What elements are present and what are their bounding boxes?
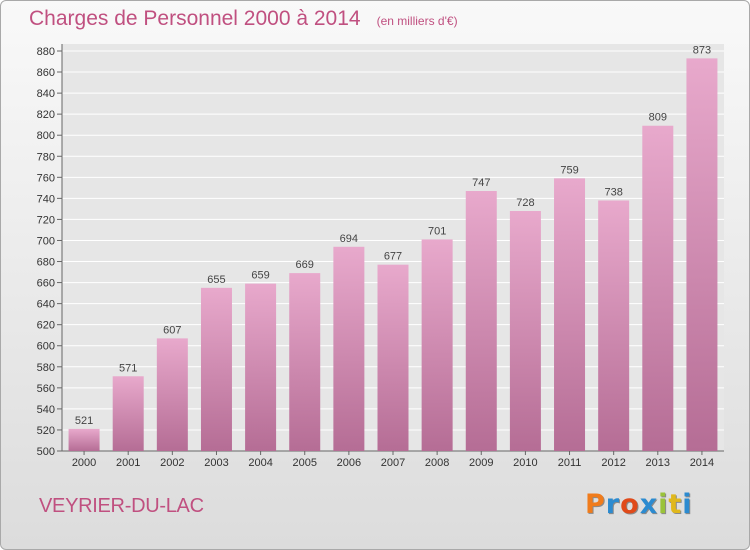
x-tick-label: 2008 bbox=[425, 457, 449, 469]
y-tick-label: 840 bbox=[37, 88, 55, 100]
bar bbox=[333, 246, 365, 451]
x-tick-label: 2004 bbox=[248, 457, 272, 469]
y-tick-label: 660 bbox=[37, 278, 55, 290]
bar bbox=[377, 264, 409, 451]
bar-value-label: 701 bbox=[428, 225, 446, 237]
y-tick-label: 860 bbox=[37, 67, 55, 79]
bar-value-label: 809 bbox=[649, 112, 667, 124]
bar bbox=[289, 273, 321, 451]
y-tick-label: 760 bbox=[37, 172, 55, 184]
bar bbox=[598, 200, 630, 451]
bar-value-label: 669 bbox=[296, 259, 314, 271]
bar-value-label: 873 bbox=[693, 44, 711, 56]
bar-value-label: 694 bbox=[340, 233, 358, 245]
x-tick-label: 2011 bbox=[558, 457, 582, 469]
x-tick-label: 2012 bbox=[601, 457, 625, 469]
y-tick-label: 720 bbox=[37, 214, 55, 226]
chart-title: Charges de Personnel 2000 à 2014 bbox=[29, 7, 361, 30]
y-tick-label: 560 bbox=[37, 383, 55, 395]
x-tick-label: 2003 bbox=[204, 457, 228, 469]
x-tick-label: 2010 bbox=[513, 457, 537, 469]
bar bbox=[156, 338, 188, 451]
bar-value-label: 738 bbox=[604, 186, 622, 198]
y-tick-label: 640 bbox=[37, 299, 55, 311]
y-tick-label: 540 bbox=[37, 404, 55, 416]
x-tick-label: 2005 bbox=[292, 457, 316, 469]
chart-subtitle: (en milliers d'€) bbox=[376, 14, 458, 28]
y-tick-label: 780 bbox=[37, 151, 55, 163]
x-tick-label: 2009 bbox=[469, 457, 493, 469]
x-tick-label: 2001 bbox=[116, 457, 140, 469]
y-tick-label: 740 bbox=[37, 193, 55, 205]
x-tick-label: 2014 bbox=[690, 457, 714, 469]
bar bbox=[465, 191, 497, 451]
bar bbox=[642, 125, 674, 451]
bar bbox=[68, 428, 100, 451]
bar-value-label: 728 bbox=[516, 197, 534, 209]
x-tick-label: 2006 bbox=[337, 457, 361, 469]
bar-value-label: 747 bbox=[472, 177, 490, 189]
bar bbox=[421, 239, 453, 451]
y-tick-label: 700 bbox=[37, 235, 55, 247]
bar-value-label: 759 bbox=[560, 164, 578, 176]
y-tick-label: 620 bbox=[37, 320, 55, 332]
bar-value-label: 571 bbox=[119, 362, 137, 374]
y-tick-label: 600 bbox=[37, 341, 55, 353]
bar bbox=[509, 211, 541, 451]
bar-value-label: 655 bbox=[207, 274, 225, 286]
bar-value-label: 521 bbox=[75, 415, 93, 427]
title-row: Charges de Personnel 2000 à 2014 (en mil… bbox=[29, 7, 458, 31]
bar bbox=[554, 178, 586, 452]
bar-value-label: 607 bbox=[163, 324, 181, 336]
bar bbox=[686, 58, 718, 452]
y-tick-label: 520 bbox=[37, 425, 55, 437]
y-tick-label: 580 bbox=[37, 362, 55, 374]
y-tick-label: 880 bbox=[37, 46, 55, 58]
x-tick-label: 2013 bbox=[646, 457, 670, 469]
y-tick-label: 500 bbox=[37, 446, 55, 458]
bar bbox=[200, 287, 232, 451]
x-tick-label: 2002 bbox=[160, 457, 184, 469]
y-tick-label: 800 bbox=[37, 130, 55, 142]
bar bbox=[245, 283, 277, 451]
proxiti-logo: Proxiti bbox=[585, 489, 693, 520]
x-tick-label: 2007 bbox=[381, 457, 405, 469]
y-tick-label: 680 bbox=[37, 257, 55, 269]
town-name: VEYRIER-DU-LAC bbox=[39, 495, 204, 517]
bar-value-label: 677 bbox=[384, 251, 402, 263]
bar bbox=[112, 376, 144, 451]
x-tick-label: 2000 bbox=[72, 457, 96, 469]
bar-value-label: 659 bbox=[251, 270, 269, 282]
y-tick-label: 820 bbox=[37, 109, 55, 121]
